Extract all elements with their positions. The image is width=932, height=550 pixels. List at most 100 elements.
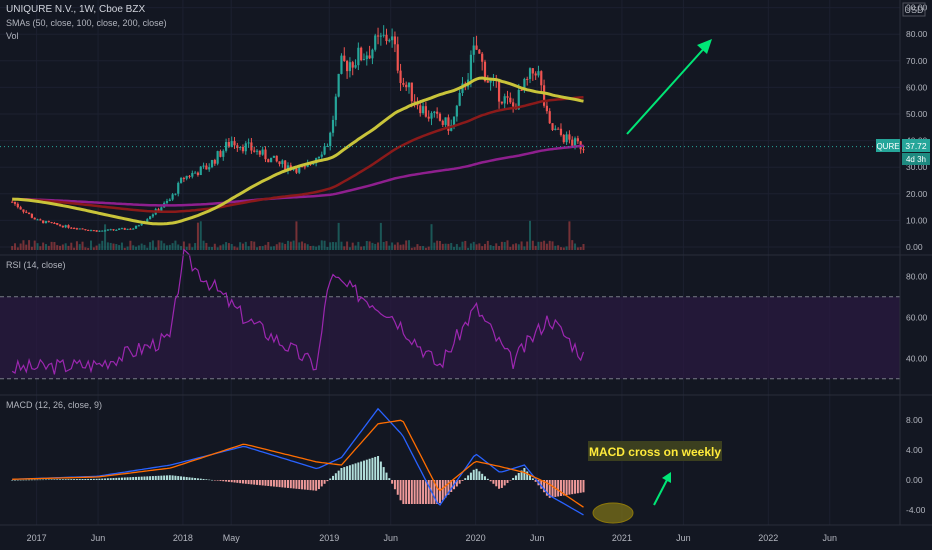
candle-body [270,157,273,163]
volume-bar [149,242,152,250]
currency-badge[interactable] [902,2,926,17]
macd-histogram-bar [329,478,332,480]
volume-bar [120,242,123,250]
volume-bar [160,240,163,250]
macd-histogram-bar [123,477,126,480]
macd-histogram-bar [467,475,470,480]
candle-body [281,160,284,165]
candle-body [272,155,276,158]
last-price-value: 37.72 [905,141,927,151]
macd-histogram-bar [295,480,298,489]
volume-bar [416,244,419,250]
macd-histogram-bar [523,468,526,480]
candle-body [222,150,225,157]
macd-histogram-bar [22,479,25,481]
macd-histogram-bar [199,478,202,480]
macd-histogram-bar [120,477,123,480]
macd-histogram-bar [326,480,329,482]
candle-body [486,81,489,83]
volume-bar [483,243,486,250]
macd-histogram-bar [506,480,509,483]
volume-bar [112,243,115,250]
macd-arrow [653,477,669,506]
volume-bar [374,243,377,250]
volume-bar [213,243,216,250]
macd-histogram-bar [458,480,461,484]
volume-bar [264,244,267,250]
macd-histogram-bar [163,475,166,480]
volume-bar [157,240,160,250]
macd-histogram-bar [498,480,501,489]
volume-bar [323,240,326,250]
candle-body [78,228,81,230]
macd-histogram-bar [348,465,351,480]
volume-bar [225,242,228,250]
volume-bar [129,240,132,250]
volume-bar [408,240,411,250]
macd-histogram-bar [436,480,439,504]
macd-histogram-bar [472,469,475,480]
candle-body [551,123,554,131]
macd-histogram-bar [340,468,343,480]
macd-histogram-bar [405,480,408,504]
macd-histogram-bar [433,480,436,504]
macd-histogram-bar [118,477,121,480]
candle-body [129,228,132,230]
macd-histogram-bar [315,480,318,491]
time-tick-label: 2022 [758,533,778,543]
macd-histogram-bar [478,471,481,480]
volume-bar [506,240,509,250]
volume-bar [317,245,320,250]
candle-body [64,225,67,228]
macd-histogram-bar [98,478,101,480]
volume-bar [163,243,166,250]
macd-histogram-bar [16,479,19,481]
volume-bar [475,244,478,250]
candle-body [337,73,340,97]
macd-histogram-bar [132,477,135,480]
volume-bar [512,244,515,250]
volume-bar [385,241,388,250]
macd-histogram-bar [574,480,577,494]
time-tick-label: May [223,533,241,543]
macd-histogram-bar [416,480,419,504]
candle-body [528,68,532,79]
candle-body [402,83,405,85]
volume-bar [292,240,295,250]
candle-body [219,151,222,157]
macd-histogram-bar [579,480,582,493]
candle-body [58,224,62,226]
candle-body [351,62,354,68]
volume-bar [171,243,174,250]
macd-histogram-bar [11,480,14,481]
volume-bar [50,241,53,250]
volume-bar [500,241,503,250]
candle-body [424,106,427,117]
volume-bar [256,247,259,250]
volume-bar [467,247,470,250]
volume-bar [211,247,214,250]
candle-body [140,223,143,226]
volume-bar [545,243,548,250]
volume-bar [22,240,25,250]
macd-histogram-bar [495,480,498,487]
macd-histogram-bar [225,480,228,482]
macd-histogram-bar [461,480,464,481]
volume-bar [453,246,456,250]
candle-body [430,113,433,119]
volume-bar [222,244,225,250]
candle-body [202,165,205,167]
candle-body [106,229,109,231]
volume-bar [30,246,33,250]
candle-body [436,111,439,114]
macd-histogram-bar [419,480,422,504]
macd-legend: MACD (12, 26, close, 9) [6,400,102,410]
volume-bar [275,244,278,250]
candle-body [554,128,557,131]
volume-bar [422,246,425,250]
macd-histogram-bar [182,476,185,480]
volume-bar [286,240,289,250]
candle-body [481,53,484,62]
macd-histogram-bar [441,480,444,501]
macd-histogram-bar [208,479,211,481]
